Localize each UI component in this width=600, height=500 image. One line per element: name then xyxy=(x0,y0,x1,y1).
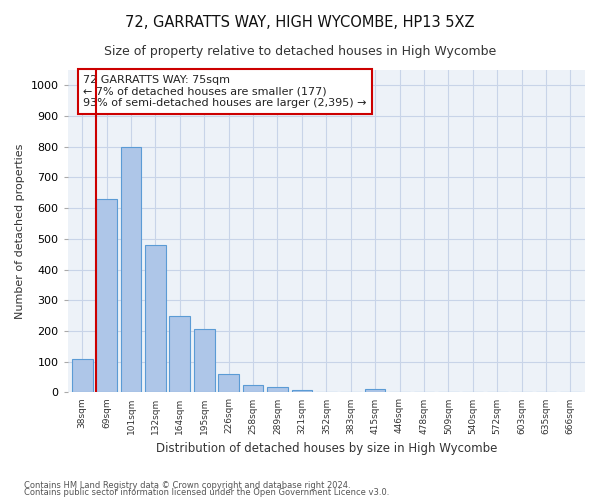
Bar xyxy=(292,390,312,392)
Text: 72 GARRATTS WAY: 75sqm
← 7% of detached houses are smaller (177)
93% of semi-det: 72 GARRATTS WAY: 75sqm ← 7% of detached … xyxy=(83,75,367,108)
Y-axis label: Number of detached properties: Number of detached properties xyxy=(15,144,25,319)
Text: 72, GARRATTS WAY, HIGH WYCOMBE, HP13 5XZ: 72, GARRATTS WAY, HIGH WYCOMBE, HP13 5XZ xyxy=(125,15,475,30)
Bar xyxy=(96,199,117,392)
Bar xyxy=(121,147,142,392)
Text: Size of property relative to detached houses in High Wycombe: Size of property relative to detached ho… xyxy=(104,45,496,58)
Bar xyxy=(145,245,166,392)
Text: Contains public sector information licensed under the Open Government Licence v3: Contains public sector information licen… xyxy=(24,488,389,497)
Bar xyxy=(72,358,92,392)
Bar xyxy=(169,316,190,392)
Bar xyxy=(267,387,288,392)
Bar xyxy=(218,374,239,392)
Bar xyxy=(194,330,215,392)
X-axis label: Distribution of detached houses by size in High Wycombe: Distribution of detached houses by size … xyxy=(155,442,497,455)
Bar xyxy=(365,390,385,392)
Bar xyxy=(242,385,263,392)
Text: Contains HM Land Registry data © Crown copyright and database right 2024.: Contains HM Land Registry data © Crown c… xyxy=(24,480,350,490)
